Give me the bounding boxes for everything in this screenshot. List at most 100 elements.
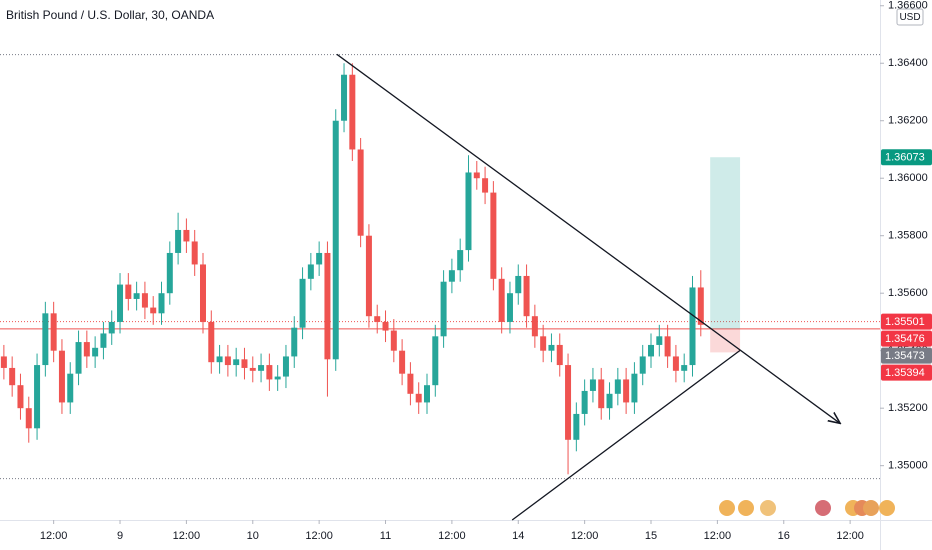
candle-body: [83, 342, 90, 357]
candle-body: [697, 287, 704, 325]
candle-body: [681, 365, 688, 371]
candle-body: [399, 350, 406, 374]
candle-body: [224, 356, 231, 366]
x-tick-label: 15: [645, 530, 657, 542]
candle-body: [664, 336, 671, 357]
candle-body: [631, 373, 638, 403]
candle-body: [282, 356, 289, 377]
candle-body: [432, 336, 439, 386]
candle-body: [199, 264, 206, 322]
candle-body: [191, 241, 198, 265]
price-label: 1.35476: [885, 333, 925, 345]
candle-body: [141, 293, 148, 308]
candle-body: [341, 74, 348, 121]
candle-body: [175, 229, 182, 253]
candle-body: [606, 393, 613, 409]
candle-body: [0, 356, 7, 368]
y-tick-label: 1.35000: [888, 460, 928, 472]
candle-body: [249, 367, 256, 371]
candle-body: [390, 330, 397, 351]
event-icons[interactable]: [719, 500, 895, 516]
event-icon[interactable]: [815, 500, 831, 516]
candle-body: [208, 321, 215, 363]
candle-body: [9, 367, 16, 386]
price-label-box: [881, 149, 932, 166]
candle-body: [233, 359, 240, 366]
candle-body: [540, 336, 547, 351]
candle-body: [498, 278, 505, 322]
candle-body: [573, 413, 580, 440]
candle-body: [382, 321, 389, 331]
candle-body: [465, 172, 472, 251]
x-tick-label: 16: [778, 530, 790, 542]
candle-body: [50, 313, 57, 351]
candle-body: [266, 365, 273, 380]
candle-body: [307, 264, 314, 279]
x-tick-label: 12:00: [836, 530, 864, 542]
candle-body: [523, 275, 530, 317]
candle-body: [92, 347, 99, 357]
price-label-box: [881, 347, 932, 364]
candle-body: [639, 356, 646, 374]
candle-body: [216, 356, 223, 363]
x-tick-label: 12:00: [305, 530, 333, 542]
y-tick-label: 1.36600: [888, 0, 928, 12]
candle-body: [623, 379, 630, 403]
x-tick-label: 10: [247, 530, 259, 542]
candle-body: [166, 252, 173, 294]
candle-body: [17, 385, 24, 409]
candle-body: [440, 281, 447, 337]
candle-body: [515, 275, 522, 294]
candle-body: [482, 178, 489, 193]
trend-line: [336, 53, 840, 423]
candle-body: [531, 316, 538, 337]
candle-body: [58, 350, 65, 403]
y-tick-label: 1.36000: [888, 172, 928, 184]
candle-body: [349, 74, 356, 150]
candle-body: [241, 359, 248, 368]
candle-body: [75, 342, 82, 374]
x-tick-label: 12:00: [704, 530, 732, 542]
price-label: 1.35394: [885, 367, 925, 379]
candle-body: [656, 336, 663, 345]
candle-body: [299, 278, 306, 328]
candle-body: [324, 252, 331, 360]
candle-body: [125, 284, 132, 299]
price-label-box: [881, 313, 932, 330]
event-icon[interactable]: [738, 500, 754, 516]
price-label-box: [881, 364, 932, 381]
candle-body: [556, 344, 563, 366]
stop-zone: [710, 328, 741, 353]
currency-badge[interactable]: [896, 8, 924, 26]
event-icon[interactable]: [760, 500, 776, 516]
y-tick-label: 1.35600: [888, 287, 928, 299]
x-tick-label: 12:00: [571, 530, 599, 542]
candle-body: [158, 293, 165, 314]
candle-body: [100, 333, 107, 348]
candle-body: [34, 365, 41, 429]
price-label: 1.35473: [885, 350, 925, 362]
event-icon[interactable]: [863, 500, 879, 516]
y-tick-label: 1.35800: [888, 230, 928, 242]
trend-line: [511, 349, 741, 521]
candle-body: [108, 321, 115, 334]
candle-body: [648, 344, 655, 357]
price-label: 1.35501: [885, 316, 925, 328]
candle-body: [457, 250, 464, 271]
candle-body: [67, 373, 74, 403]
candle-body: [473, 172, 480, 179]
candle-body: [316, 252, 323, 265]
price-label: 1.36073: [885, 152, 925, 164]
event-icon[interactable]: [879, 500, 895, 516]
event-icon[interactable]: [719, 500, 735, 516]
chart-title: British Pound / U.S. Dollar, 30, OANDA: [6, 8, 214, 22]
x-tick-label: 12:00: [438, 530, 466, 542]
currency-label[interactable]: USD: [899, 12, 920, 23]
candle-body: [407, 373, 414, 394]
candle-body: [365, 235, 372, 317]
candle-body: [581, 390, 588, 414]
candle-body: [133, 293, 140, 299]
candle-body: [506, 293, 513, 322]
candle-body: [332, 120, 339, 360]
